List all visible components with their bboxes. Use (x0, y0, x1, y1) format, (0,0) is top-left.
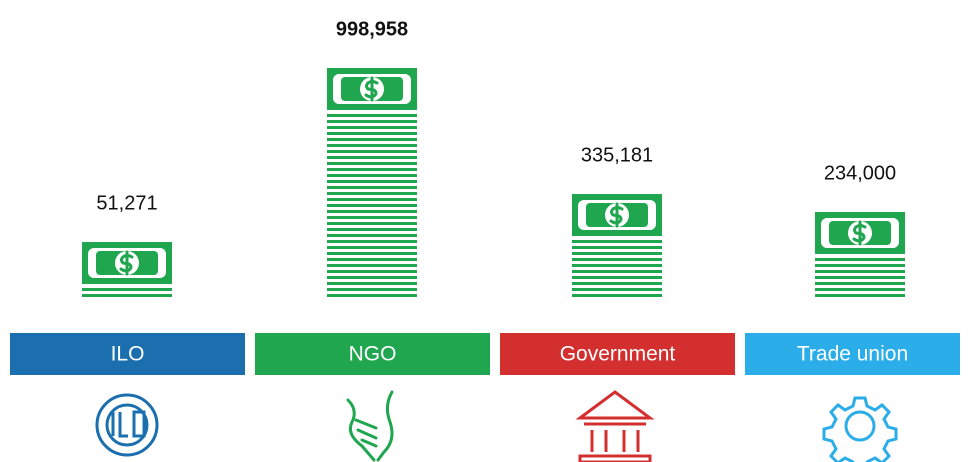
bill-edge (572, 240, 662, 243)
bill-edge (327, 228, 417, 231)
bill-edge (327, 204, 417, 207)
bill-edge (572, 258, 662, 261)
bill-edge (82, 288, 172, 291)
bill-edge (327, 216, 417, 219)
bill-edge (327, 138, 417, 141)
bill-edge (815, 288, 905, 291)
bill-edge (327, 150, 417, 153)
value-label: 51,271 (96, 192, 157, 214)
bill-edge (327, 174, 417, 177)
bill-edge (327, 162, 417, 165)
category-label: ILO (111, 343, 145, 366)
bill-edge (327, 126, 417, 129)
bill-edge (327, 198, 417, 201)
value-label: 998,958 (336, 18, 408, 40)
bill-edge (572, 282, 662, 285)
bill-edge (815, 276, 905, 279)
category-label: Government (560, 343, 676, 366)
category-label: NGO (349, 343, 397, 366)
bill-stack (82, 242, 172, 297)
bill-edge (327, 282, 417, 285)
bill-edge (327, 276, 417, 279)
bill-edge (327, 222, 417, 225)
bill-edge (327, 192, 417, 195)
bill-edge (327, 234, 417, 237)
bill-edge (327, 132, 417, 135)
bill-edge (572, 288, 662, 291)
ilo-icon (97, 395, 157, 455)
bill-stack (327, 68, 417, 297)
bill-edge (327, 246, 417, 249)
bill-edge (815, 282, 905, 285)
bill-edge (327, 240, 417, 243)
bill-edge (815, 270, 905, 273)
chart: 51,271 ILO 998,958 NGO 335,181 Government 234,… (0, 0, 970, 462)
bill-stack (572, 194, 662, 297)
bill-edge (327, 168, 417, 171)
value-label: 234,000 (824, 162, 896, 184)
bill-edge (572, 270, 662, 273)
bill-edge (327, 288, 417, 291)
trade-union-icon (824, 398, 896, 462)
bill-edge (327, 252, 417, 255)
bill-edge (815, 294, 905, 297)
bill-edge (572, 252, 662, 255)
bill-edge (815, 258, 905, 261)
bill-edge (815, 264, 905, 267)
bill-edge (327, 114, 417, 117)
bill-edge (572, 246, 662, 249)
ngo-icon (348, 392, 392, 460)
bill-edge (572, 294, 662, 297)
bill-edge (327, 210, 417, 213)
bill-edge (327, 264, 417, 267)
bill-edge (327, 156, 417, 159)
bill-stack (815, 212, 905, 297)
bill-edge (327, 180, 417, 183)
bill-edge (572, 264, 662, 267)
bill-edge (327, 186, 417, 189)
bill-edge (327, 258, 417, 261)
bill-edge (327, 144, 417, 147)
bill-edge (327, 120, 417, 123)
icons (97, 392, 896, 462)
government-icon (580, 392, 650, 462)
value-label: 335,181 (581, 144, 653, 166)
bill-edge (572, 276, 662, 279)
category-label: Trade union (797, 343, 908, 366)
bill-edge (327, 270, 417, 273)
bill-edge (82, 294, 172, 297)
bill-edge (327, 294, 417, 297)
